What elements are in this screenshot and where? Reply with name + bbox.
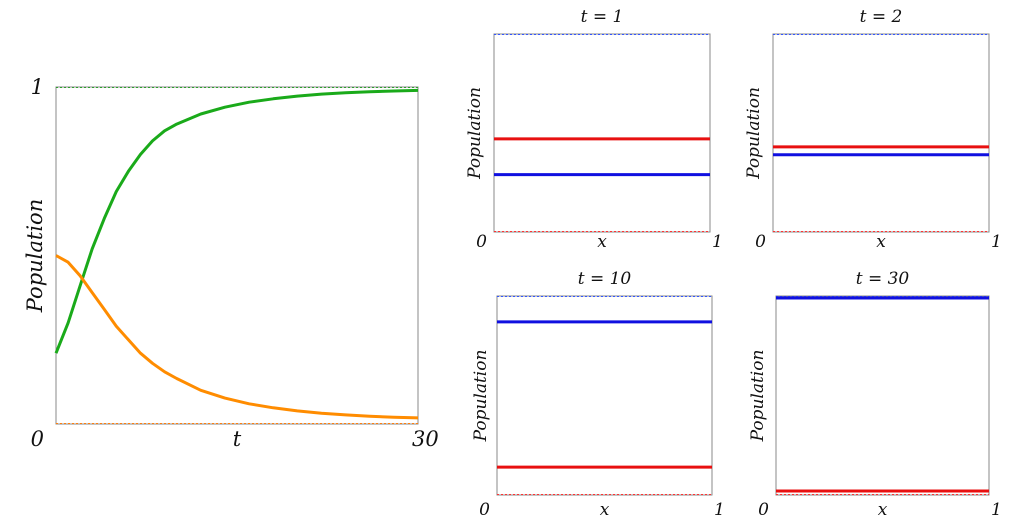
plot-frame: [775, 295, 990, 496]
x-tick-label: 1: [712, 232, 723, 252]
chart-title: t = 30: [856, 269, 910, 289]
y-axis-label: Population: [744, 87, 764, 180]
chart-panel-3: t = 2 0 1 x Population: [744, 7, 1002, 252]
chart-panel-5: t = 30 0 1 x Population: [748, 269, 1002, 520]
y-axis-label: Population: [748, 350, 768, 443]
x-tick-label: 1: [991, 500, 1002, 520]
series-line-1: [54, 88, 419, 354]
x-axis-label: x: [878, 500, 888, 520]
chart-panel-1: 0 30 1 t Population: [23, 75, 439, 451]
x-tick-label: 0: [758, 500, 769, 520]
plot-frame: [55, 86, 419, 425]
x-tick-label: 30: [412, 427, 439, 451]
x-tick-label: 0: [476, 232, 487, 252]
chart-panel-2: t = 1 0 1 x Population: [465, 7, 723, 252]
x-tick-label: 0: [31, 427, 44, 451]
chart-title: t = 2: [860, 7, 903, 27]
x-tick-label: 1: [714, 500, 725, 520]
y-axis-label: Population: [465, 87, 485, 180]
x-axis-label: x: [597, 232, 607, 252]
series-line-2: [55, 254, 419, 420]
chart-panel-4: t = 10 0 1 x Population: [471, 269, 725, 520]
y-tick-label: 1: [31, 75, 44, 99]
chart-title: t = 10: [578, 269, 632, 289]
y-axis-label: Population: [23, 199, 47, 313]
plot-frame: [772, 33, 990, 233]
plot-frame: [493, 33, 711, 233]
plot-frame: [496, 295, 713, 496]
x-tick-label: 0: [479, 500, 490, 520]
x-tick-label: 0: [755, 232, 766, 252]
y-axis-label: Population: [471, 350, 491, 443]
chart-title: t = 1: [581, 7, 624, 27]
x-axis-label: x: [600, 500, 610, 520]
x-tick-label: 1: [991, 232, 1002, 252]
x-axis-label: t: [233, 427, 242, 451]
x-axis-label: x: [876, 232, 886, 252]
